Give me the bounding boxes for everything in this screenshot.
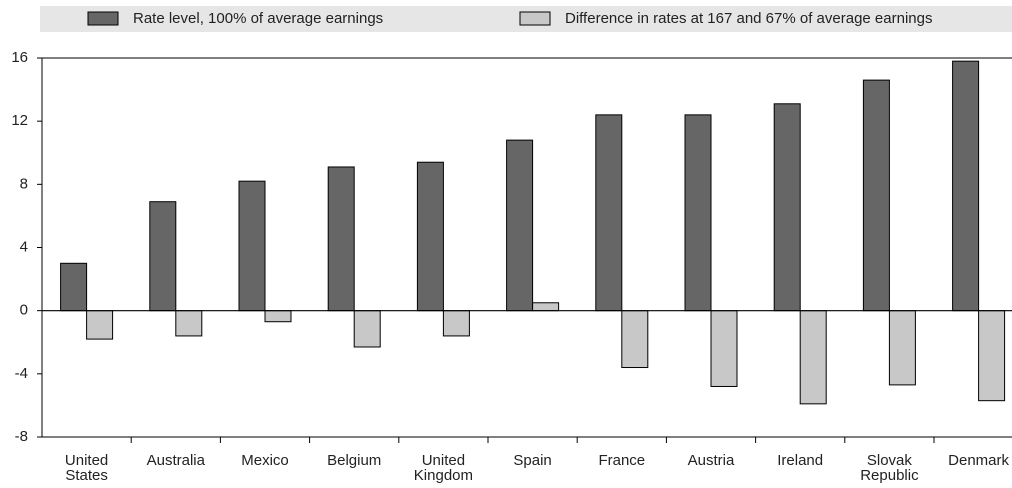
x-tick-label: Ireland (777, 452, 823, 469)
bar (86, 310, 114, 340)
y-tick-label: 4 (20, 238, 28, 255)
y-tick-label: -8 (15, 428, 28, 445)
bar (595, 114, 623, 312)
y-tick-label: 0 (20, 302, 28, 319)
bar (264, 310, 292, 323)
x-tick-label: France (598, 452, 645, 469)
bar (799, 310, 827, 405)
x-tick-label: Denmark (948, 452, 1009, 469)
bar (506, 139, 534, 312)
x-tick-label: Australia (147, 452, 206, 469)
x-tick-label: Belgium (327, 452, 381, 469)
legend-label: Difference in rates at 167 and 67% of av… (565, 10, 932, 27)
bar (888, 310, 916, 386)
bar (238, 180, 266, 312)
bar (416, 161, 444, 312)
legend-swatch (519, 11, 551, 26)
x-tick-label: United States (65, 452, 108, 484)
x-tick-label: Spain (513, 452, 551, 469)
bar (175, 310, 203, 337)
bar (978, 310, 1006, 402)
y-tick-label: 8 (20, 175, 28, 192)
bar (149, 201, 177, 312)
bar (773, 103, 801, 312)
x-tick-label: Austria (688, 452, 735, 469)
bar (532, 302, 560, 312)
bar (442, 310, 470, 337)
legend-label: Rate level, 100% of average earnings (133, 10, 383, 27)
bar (353, 310, 381, 348)
bar (684, 114, 712, 312)
legend-swatch (87, 11, 119, 26)
bar (327, 166, 355, 312)
bar (710, 310, 738, 387)
bar (952, 60, 980, 312)
y-tick-label: 12 (11, 112, 28, 129)
bar (60, 262, 88, 312)
x-tick-label: Slovak Republic (860, 452, 919, 484)
y-tick-label: -4 (15, 365, 28, 382)
x-tick-label: Mexico (241, 452, 289, 469)
bar (862, 79, 890, 312)
bar (621, 310, 649, 369)
y-tick-label: 16 (11, 49, 28, 66)
x-tick-label: United Kingdom (414, 452, 473, 484)
